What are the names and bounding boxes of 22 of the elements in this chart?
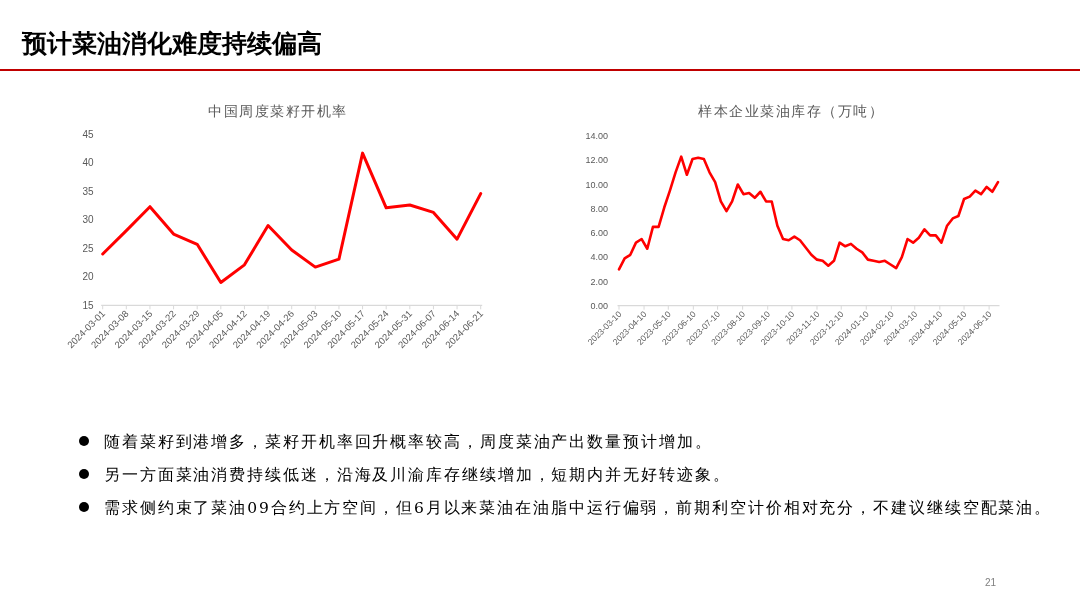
y-tick-label: 30	[82, 214, 95, 226]
y-tick-label: 8.00	[590, 203, 608, 214]
y-tick-label: 4.00	[590, 252, 608, 263]
y-tick-label: 15	[82, 299, 95, 311]
y-tick-label: 45	[82, 128, 95, 140]
text: 另一方面菜油消费持续低迷，沿海及川渝库存继续增加，短期内并无好转迹象。	[104, 466, 731, 484]
chart-title: 中国周度菜籽开机率	[208, 103, 348, 119]
text: 预计菜油消化难度持续偏高	[21, 29, 322, 57]
y-tick-label: 12.00	[585, 155, 608, 166]
y-tick-label: 6.00	[590, 228, 608, 239]
y-tick-label: 25	[82, 242, 95, 254]
text: 随着菜籽到港增多，菜籽开机率回升概率较高，周度菜油产出数量预计增加。	[104, 433, 713, 451]
y-tick-label: 35	[82, 185, 95, 197]
y-tick-label: 10.00	[585, 179, 608, 190]
y-tick-label: 14.00	[585, 131, 608, 142]
y-tick-label: 2.00	[590, 276, 608, 287]
y-tick-label: 0.00	[590, 300, 608, 311]
text: 21	[984, 577, 997, 588]
y-tick-label: 40	[82, 157, 95, 169]
text: 需求侧约束了菜油09合约上方空间，但6月以来菜油在油脂中运行偏弱，前期利空计价相对充分，不建议继续空配菜油。	[104, 499, 1053, 517]
y-tick-label: 20	[82, 271, 95, 283]
chart-title: 样本企业菜油库存（万吨）	[698, 103, 884, 119]
